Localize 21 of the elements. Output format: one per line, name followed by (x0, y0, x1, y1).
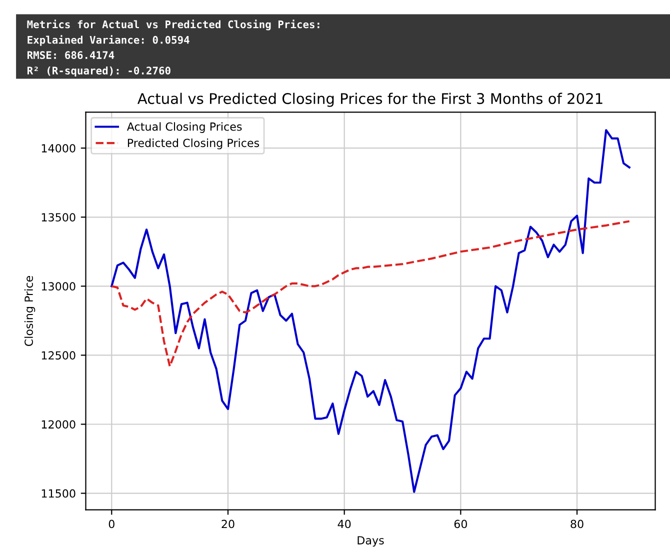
text: Explained Variance: 0.0594 (28, 35, 190, 46)
text: RMSE: 686.4174 (27, 51, 114, 60)
x-tick-label: 20 (222, 520, 234, 528)
x-tick-label: 0 (108, 520, 114, 528)
y-tick-label: 12000 (42, 420, 76, 429)
text: Metrics for Actual vs Predicted Closing Prices: (27, 20, 320, 30)
legend-label: Actual Closing Prices (126, 122, 242, 133)
x-tick-label: 40 (338, 520, 351, 528)
y-tick-label: 12500 (42, 351, 76, 360)
y-tick-label: 14000 (42, 144, 76, 152)
x-tick-label: 60 (454, 520, 468, 528)
y-tick-label: 13000 (42, 282, 76, 291)
legend-label: Predicted Closing Prices (128, 138, 260, 150)
line-series (110, 220, 630, 368)
text: R² (R-squared): -0.2760 (27, 66, 170, 77)
y-tick-label: 11500 (42, 489, 76, 498)
x-axis-title: Days (358, 536, 384, 547)
x-tick-label: 80 (570, 520, 584, 528)
y-axis-title: Closing Price (24, 276, 36, 346)
chart-title: Actual vs Predicted Closing Prices for the First 3 Months of 2021 (137, 92, 602, 107)
y-tick-label: 13500 (42, 213, 76, 222)
